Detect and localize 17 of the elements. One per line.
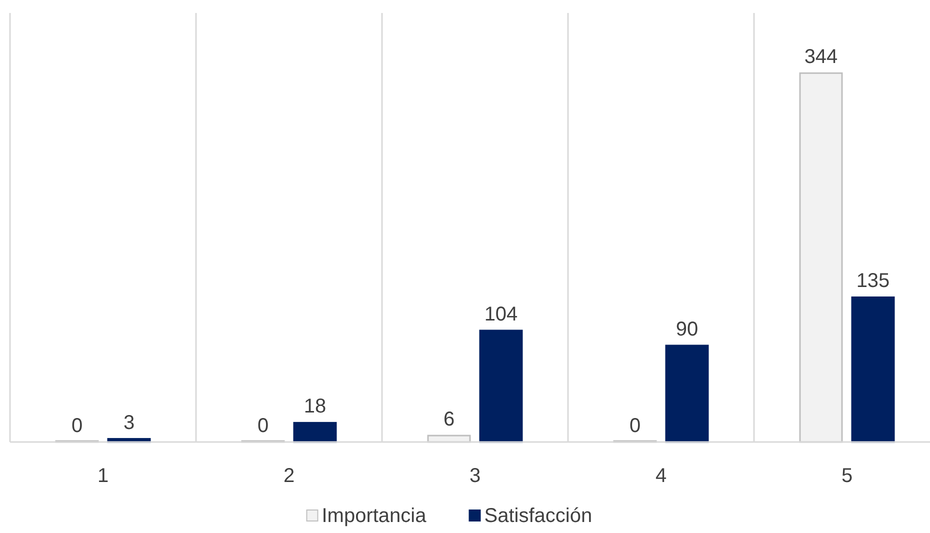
data-label: 135 bbox=[856, 270, 890, 292]
legend-label: Importancia bbox=[322, 505, 428, 527]
x-tick-label: 4 bbox=[655, 465, 667, 487]
data-label: 3 bbox=[123, 412, 135, 434]
data-label: 344 bbox=[804, 46, 838, 68]
legend-label: Satisfacción bbox=[484, 505, 592, 527]
data-label: 104 bbox=[484, 303, 518, 326]
data-label: 0 bbox=[71, 415, 83, 437]
data-label: 0 bbox=[629, 415, 641, 437]
x-tick-label: 5 bbox=[841, 465, 853, 487]
data-label: 18 bbox=[304, 396, 326, 418]
x-tick-label: 3 bbox=[469, 465, 481, 487]
x-tick-label: 2 bbox=[283, 465, 295, 487]
x-tick-label: 1 bbox=[97, 465, 109, 487]
data-label: 6 bbox=[443, 408, 455, 431]
data-label: 90 bbox=[676, 318, 698, 340]
data-label: 0 bbox=[257, 415, 269, 437]
